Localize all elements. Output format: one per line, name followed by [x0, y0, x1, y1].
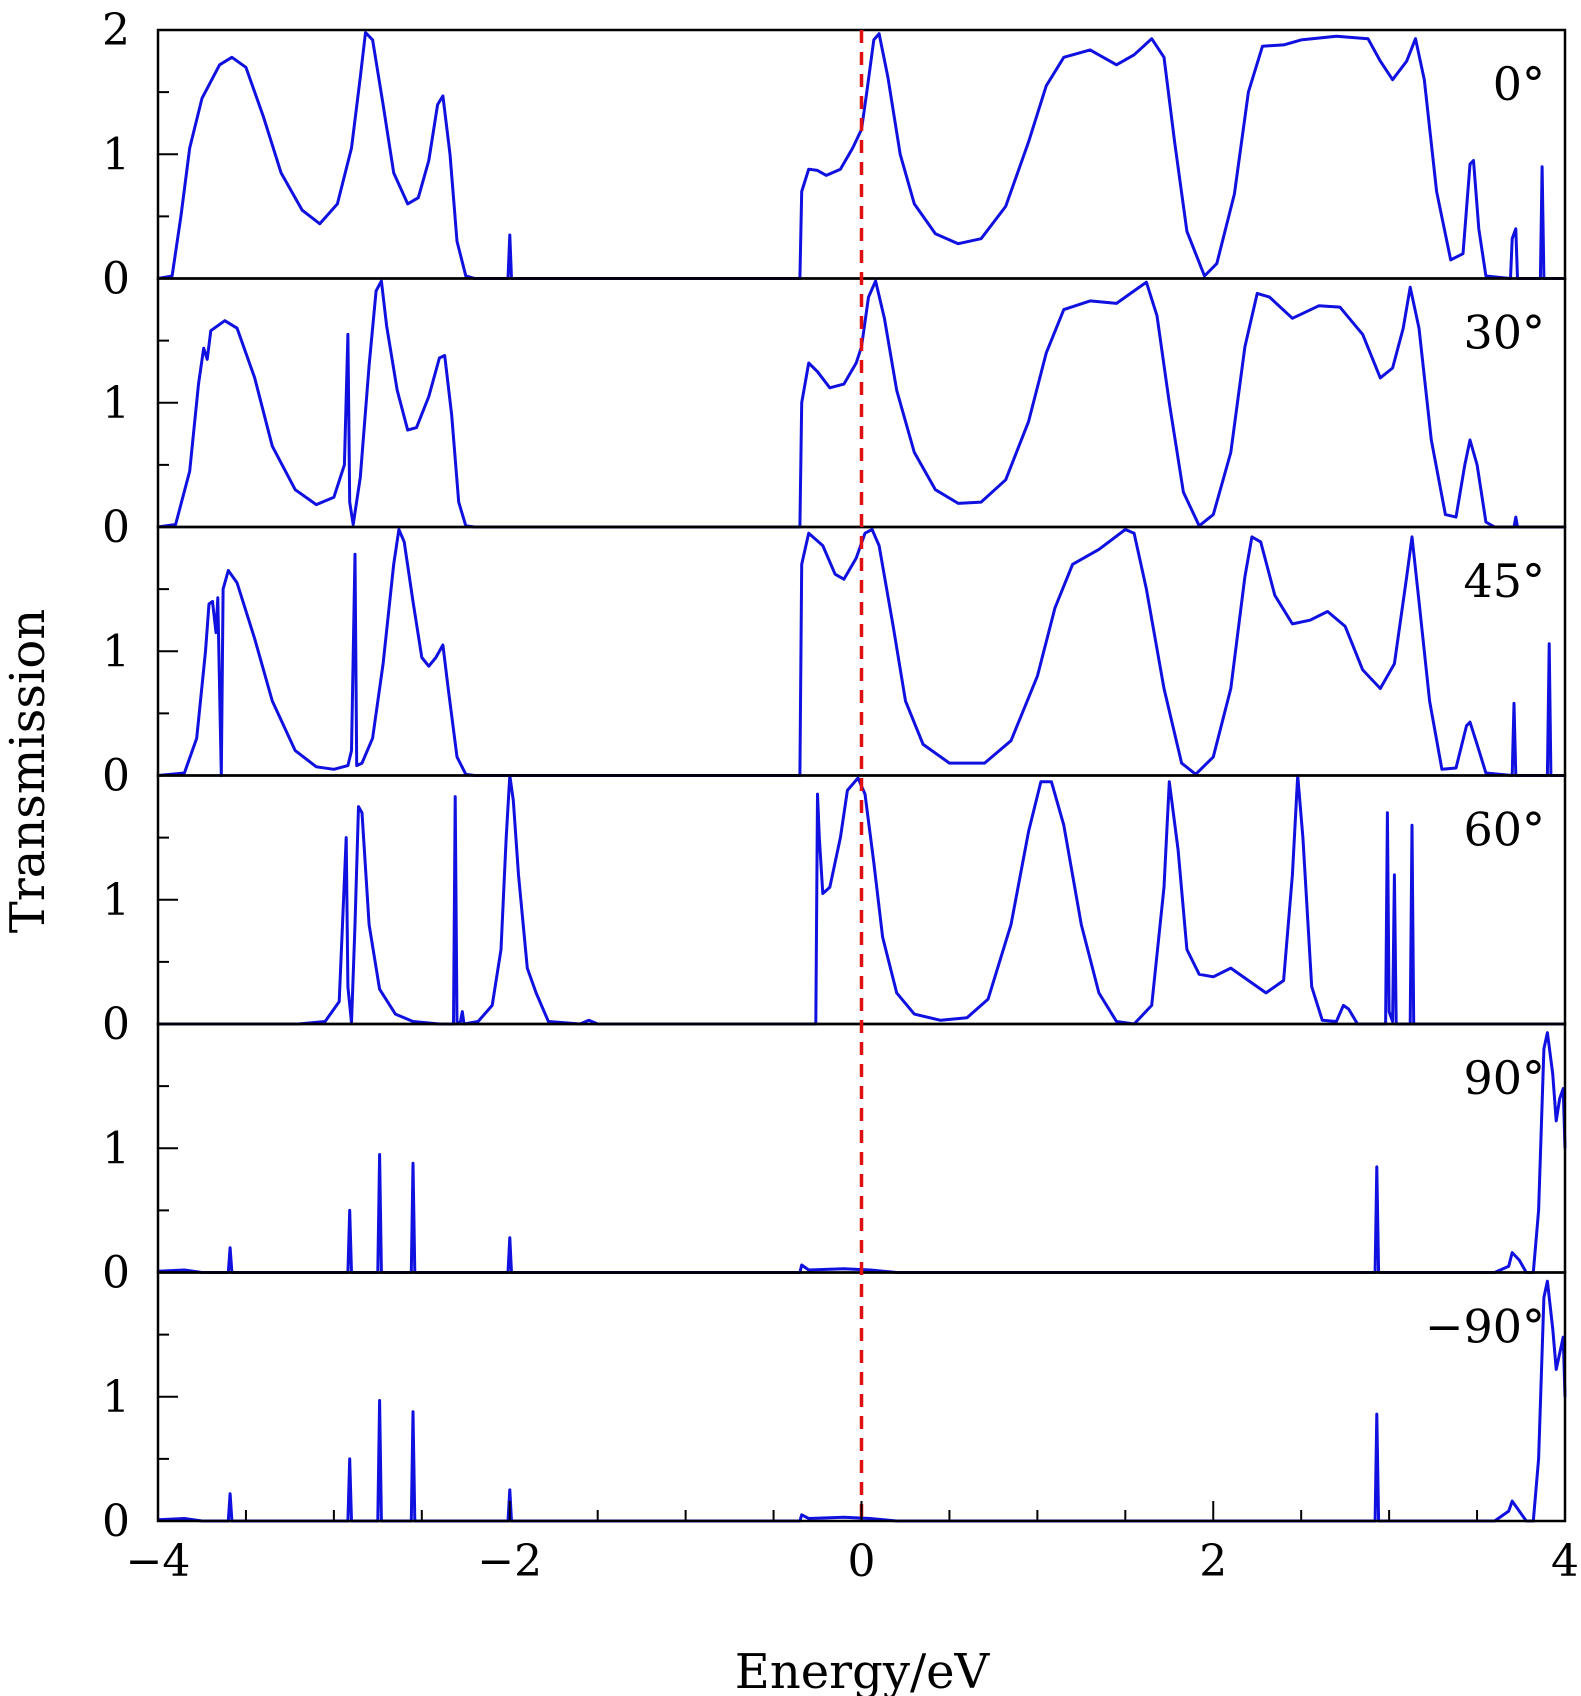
panel-frame-4	[156, 1022, 1567, 1274]
panels-group: 0 1 2 0° 0 1 30° 0 1 45° 0 1 60° 0 1 90° 0 1 −90°	[102, 5, 1567, 1547]
y-tick-label-0-0: 0	[102, 254, 130, 305]
y-tick-label-5-0: 0	[102, 1496, 130, 1547]
angle-label-3: 60°	[1463, 803, 1545, 857]
y-tick-label-2-1: 1	[102, 626, 130, 677]
transmission-curve-4	[157, 1031, 1567, 1274]
panel-1: 0 1 30°	[102, 277, 1567, 553]
transmission-curve-1	[157, 279, 1565, 529]
x-axis-title: Energy/eV	[735, 1644, 991, 1696]
angle-label-4: 90°	[1463, 1051, 1545, 1105]
transmission-curve-5	[157, 1279, 1567, 1523]
transmission-curve-2	[157, 528, 1565, 777]
y-tick-label-4-1: 1	[102, 1123, 130, 1174]
panel-frame-1	[156, 277, 1567, 529]
transmission-curve-0	[157, 31, 1565, 280]
y-tick-label-0-2: 2	[102, 5, 130, 56]
angle-label-5: −90°	[1425, 1300, 1545, 1354]
y-tick-label-1-1: 1	[102, 378, 130, 429]
angle-label-1: 30°	[1463, 306, 1545, 360]
y-axis-title: Transmission	[0, 609, 56, 933]
y-tick-label-0-1: 1	[102, 129, 130, 180]
x-tick-label-3: 2	[1199, 1536, 1227, 1587]
y-tick-label-1-0: 0	[102, 502, 130, 553]
y-tick-label-3-1: 1	[102, 875, 130, 926]
y-tick-label-3-0: 0	[102, 999, 130, 1050]
x-tick-label-1: −2	[477, 1536, 542, 1587]
y-tick-label-5-1: 1	[102, 1372, 130, 1423]
panel-0: 0 1 2 0°	[102, 5, 1567, 305]
y-tick-label-2-0: 0	[102, 751, 130, 802]
x-tick-label-0: −4	[126, 1536, 191, 1587]
panel-5: 0 1 −90°	[102, 1271, 1567, 1547]
angle-label-0: 0°	[1493, 57, 1545, 111]
angle-label-2: 45°	[1463, 554, 1545, 608]
panel-3: 0 1 60°	[102, 774, 1567, 1050]
x-tick-label-4: 4	[1551, 1536, 1579, 1587]
y-tick-label-4-0: 0	[102, 1248, 130, 1299]
panel-4: 0 1 90°	[102, 1022, 1567, 1299]
x-tick-label-2: 0	[848, 1536, 876, 1587]
x-axis-group: −4 −2 0 2 4	[126, 1501, 1579, 1587]
panel-2: 0 1 45°	[102, 525, 1567, 802]
panel-frame-0	[156, 28, 1567, 280]
